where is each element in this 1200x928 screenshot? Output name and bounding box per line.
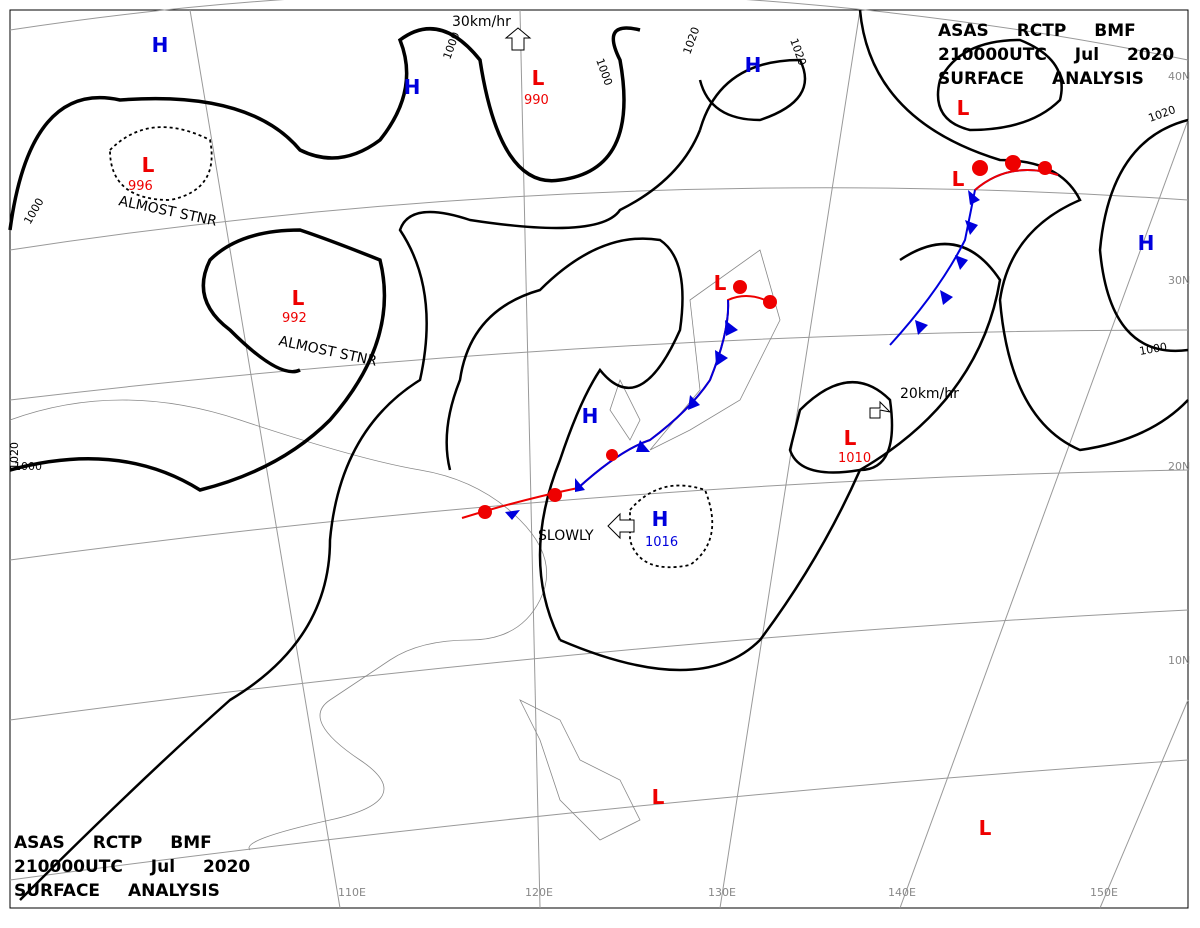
system-pressure: 992	[282, 311, 307, 326]
map-frame	[9, 9, 1189, 909]
header-line: SURFACE ANALYSIS	[938, 69, 1144, 89]
annotation: 20km/hr	[900, 386, 959, 402]
isobar-label: 1000	[1138, 340, 1168, 358]
isobars	[8, 9, 1189, 901]
header-line: 210000UTC Jul 2020	[14, 857, 250, 877]
system-pressure: 1016	[645, 535, 678, 550]
header-line: ASAS RCTP BMF	[14, 833, 212, 853]
isobar-label: 1000	[14, 460, 42, 473]
system-symbol: H	[745, 53, 762, 77]
motion-arrows	[504, 27, 892, 540]
system-symbol: L	[714, 271, 727, 295]
header-line: 210000UTC Jul 2020	[938, 45, 1174, 65]
system-symbol: H	[1138, 231, 1155, 255]
longitude-label: 120E	[525, 886, 553, 899]
system-symbol: L	[292, 286, 305, 310]
system-pressure: 996	[128, 179, 153, 194]
system-pressure: 990	[524, 93, 549, 108]
annotation: 30km/hr	[452, 14, 511, 30]
system-symbol: L	[957, 96, 970, 120]
header-line: ASAS RCTP BMF	[938, 21, 1136, 41]
system-symbol: L	[952, 167, 965, 191]
latitude-label: 30N	[1168, 274, 1190, 287]
system-symbol: H	[152, 33, 169, 57]
system-pressure: 1010	[838, 451, 871, 466]
latitude-label: 20N	[1168, 460, 1190, 473]
header-line: SURFACE ANALYSIS	[14, 881, 220, 901]
system-symbol: H	[582, 404, 599, 428]
system-symbol: L	[844, 426, 857, 450]
longitude-label: 140E	[888, 886, 916, 899]
system-symbol: L	[652, 785, 665, 809]
latitude-label: 40N	[1168, 70, 1190, 83]
graticule	[9, 0, 1189, 909]
latitude-label: 10N	[1168, 654, 1190, 667]
system-symbol: L	[979, 816, 992, 840]
longitude-label: 150E	[1090, 886, 1118, 899]
longitude-label: 130E	[708, 886, 736, 899]
isobar-label: 1020	[8, 442, 21, 470]
longitude-label: 110E	[338, 886, 366, 899]
annotation: SLOWLY	[538, 528, 594, 544]
system-symbol: H	[652, 507, 669, 531]
system-symbol: L	[142, 153, 155, 177]
system-symbol: L	[532, 66, 545, 90]
system-symbol: H	[404, 75, 421, 99]
fronts	[461, 155, 1059, 520]
